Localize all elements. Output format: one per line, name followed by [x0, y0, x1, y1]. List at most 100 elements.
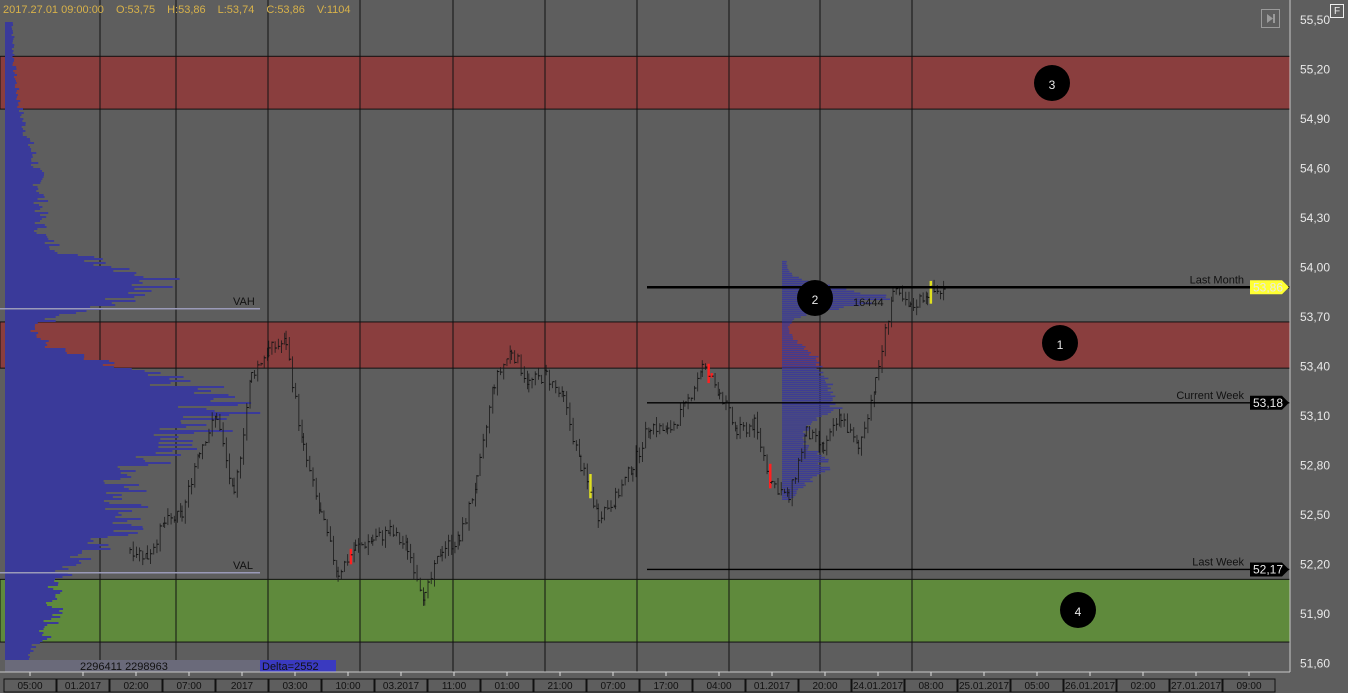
volume-profile-bar	[5, 630, 40, 632]
session-profile-bar	[782, 268, 789, 271]
volume-profile-bar	[5, 210, 35, 212]
volume-profile-bar	[5, 348, 66, 350]
volume-profile-bar	[5, 376, 184, 378]
session-profile-bar	[782, 445, 810, 447]
price-tick-label: 54,90	[1300, 112, 1330, 126]
volume-profile-bar	[5, 264, 94, 266]
volume-profile-bar	[5, 516, 116, 518]
volume-totals-bar	[5, 660, 335, 672]
volume-profile-bar	[5, 266, 112, 268]
volume-profile-bar	[5, 120, 23, 122]
volume-profile-bar	[5, 502, 110, 504]
volume-profile-bar	[5, 656, 30, 658]
volume-profile-bar	[5, 634, 43, 636]
volume-profile-bar	[5, 490, 147, 492]
volume-profile-bar	[5, 92, 16, 94]
volume-profile-bar	[5, 500, 104, 502]
volume-profile-bar	[5, 126, 22, 128]
volume-profile-bar	[5, 438, 161, 440]
volume-profile-bar	[5, 558, 92, 560]
volume-profile-bar	[5, 252, 58, 254]
volume-profile-bar	[5, 240, 55, 242]
session-profile-bar	[782, 381, 826, 384]
volume-profile-bar	[5, 180, 42, 182]
session-profile-bar	[782, 312, 816, 314]
volume-profile-bar	[5, 160, 32, 162]
session-profile-bar	[782, 338, 794, 340]
volume-profile-bar	[5, 578, 56, 580]
f-button[interactable]: F	[1330, 4, 1344, 18]
volume-profile-bar	[5, 462, 171, 464]
time-label-box	[109, 678, 163, 693]
volume-profile-bar	[5, 576, 63, 578]
session-profile-bar	[782, 353, 810, 356]
volume-profile-bar	[5, 304, 116, 306]
time-tick-label: 04:00	[706, 681, 731, 692]
bar-open: O:53,75	[115, 4, 156, 16]
price-tick-label: 52,20	[1300, 558, 1330, 572]
volume-profile-bar	[5, 610, 60, 612]
volume-profile-bar	[5, 174, 44, 176]
volume-profile-bar	[5, 128, 23, 130]
session-profile-bar	[782, 458, 829, 461]
volume-profile-bar	[5, 124, 26, 126]
session-profile-bar	[782, 336, 793, 338]
session-profile-bar	[782, 389, 828, 392]
volume-profile-bar	[5, 540, 94, 542]
session-profile-bar	[782, 419, 818, 421]
volume-profile-bar	[5, 648, 31, 650]
volume-profile-bar	[5, 40, 13, 42]
session-profile-bar	[782, 326, 789, 328]
session-profile-bar	[782, 385, 828, 388]
volume-profile-bar	[5, 42, 13, 44]
volume-profile-bar	[5, 488, 129, 490]
time-label-box	[56, 678, 110, 693]
volume-profile-bar	[5, 554, 78, 556]
session-profile-bar	[782, 450, 819, 453]
session-profile-bar	[782, 324, 790, 326]
session-profile-bar	[782, 357, 816, 360]
session-profile-bar	[782, 314, 807, 316]
volume-profile-bar	[5, 146, 30, 148]
session-profile-bar	[782, 377, 829, 380]
zone-support	[0, 578, 1291, 643]
volume-profile-bar	[5, 518, 141, 520]
volume-profile-bar	[5, 350, 66, 352]
volume-profile-bar	[5, 218, 42, 220]
volume-profile-bar	[5, 26, 12, 28]
volume-profile-bar	[5, 194, 44, 196]
volume-profile-bar	[5, 538, 91, 540]
volume-profile-bar	[5, 510, 133, 512]
time-label-box	[957, 678, 1011, 693]
scroll-to-end-button[interactable]	[1261, 9, 1280, 28]
time-label-box	[798, 678, 852, 693]
volume-profile-bar	[5, 326, 35, 328]
volume-profile-bar	[5, 312, 77, 314]
volume-profile-bar	[5, 446, 159, 448]
volume-profile-bar	[5, 294, 145, 296]
time-tick-label: 08:00	[918, 681, 943, 692]
zone-resistance	[0, 321, 1291, 369]
price-tick-label: 55,20	[1300, 63, 1330, 77]
volume-profile-bar	[5, 56, 13, 58]
zone-marker-label: 3	[1049, 78, 1056, 92]
volume-profile-bar	[5, 82, 17, 84]
volume-profile-bar	[5, 622, 59, 624]
session-profile-bar	[782, 262, 787, 265]
volume-profile-bar	[5, 480, 104, 482]
volume-profile-bar	[5, 442, 159, 444]
session-profile-bar	[782, 344, 803, 346]
volume-profile-bar	[5, 322, 38, 324]
time-tick-label: 27.01.2017	[1171, 681, 1221, 692]
price-tag-label: 53,86	[1253, 280, 1283, 294]
session-profile-bar	[782, 413, 828, 415]
volume-profile-bar	[5, 142, 35, 144]
time-tick-label: 02:00	[1130, 681, 1155, 692]
volume-profile-bar	[5, 424, 207, 426]
volume-profile-bar	[5, 150, 32, 152]
volume-profile-bar	[5, 108, 24, 110]
session-profile-bar	[782, 474, 817, 477]
volume-profile-bar	[5, 260, 85, 262]
volume-profile-bar	[5, 98, 17, 100]
